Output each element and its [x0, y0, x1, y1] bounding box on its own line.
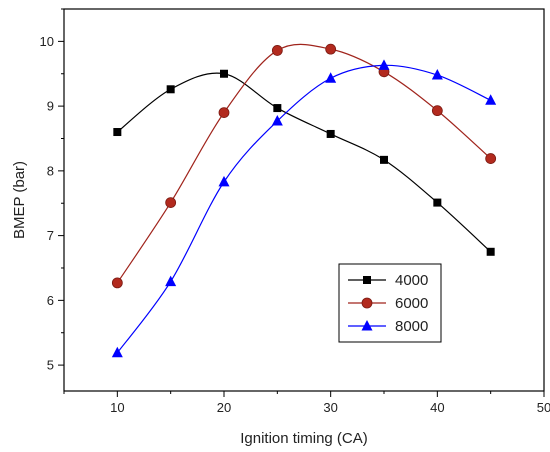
legend-marker-6000 [361, 297, 373, 309]
data-point-8000 [271, 115, 283, 126]
data-point-4000 [380, 155, 388, 164]
data-point-8000 [431, 69, 443, 80]
y-tick-label: 6 [47, 293, 54, 308]
y-axis-ticks: 5 6 7 8 9 10 [40, 8, 64, 373]
series-4000 [113, 69, 495, 256]
data-point-4000 [220, 69, 228, 78]
legend-marker-8000 [361, 320, 373, 331]
y-tick-label: 5 [47, 358, 54, 373]
data-point-6000 [325, 43, 337, 55]
data-point-4000 [326, 129, 335, 138]
x-tick-label: 30 [323, 400, 337, 415]
data-point-6000 [485, 153, 497, 164]
data-point-4000 [273, 104, 282, 113]
series-line-6000 [116, 43, 492, 284]
series-6000 [111, 43, 497, 289]
y-tick-label: 7 [47, 228, 54, 243]
y-axis-title: BMEP (bar) [11, 161, 28, 239]
plot-frame [63, 8, 545, 392]
y-tick-label: 9 [47, 99, 54, 114]
legend: 4000 6000 8000 [338, 263, 442, 343]
data-point-8000 [218, 175, 230, 187]
y-tick-label: 10 [40, 34, 54, 49]
x-axis-title: Ignition timing (CA) [240, 430, 368, 447]
legend-label-4000: 4000 [395, 272, 428, 289]
x-axis-ticks: 10 20 30 40 50 [63, 391, 550, 415]
data-point-6000 [431, 105, 443, 117]
legend-label-8000: 8000 [395, 318, 428, 335]
data-point-4000 [166, 85, 175, 94]
data-point-8000 [111, 346, 123, 358]
data-point-4000 [113, 128, 122, 137]
data-point-6000 [165, 197, 177, 208]
data-point-6000 [111, 277, 123, 289]
y-tick-label: 8 [47, 163, 54, 178]
data-point-4000 [433, 198, 442, 207]
series-layer [111, 43, 497, 358]
x-tick-label: 20 [217, 400, 231, 415]
data-point-4000 [486, 247, 495, 256]
legend-label-6000: 6000 [395, 295, 428, 312]
data-point-8000 [485, 94, 497, 105]
x-tick-label: 10 [110, 400, 124, 415]
series-8000 [111, 59, 497, 358]
data-point-6000 [271, 45, 283, 56]
x-tick-label: 50 [537, 400, 550, 415]
data-point-8000 [325, 72, 337, 83]
data-point-8000 [378, 59, 390, 70]
series-line-4000 [116, 72, 492, 253]
legend-marker-4000 [363, 276, 371, 284]
data-point-6000 [218, 107, 230, 118]
data-point-8000 [165, 275, 177, 287]
x-tick-label: 40 [430, 400, 444, 415]
